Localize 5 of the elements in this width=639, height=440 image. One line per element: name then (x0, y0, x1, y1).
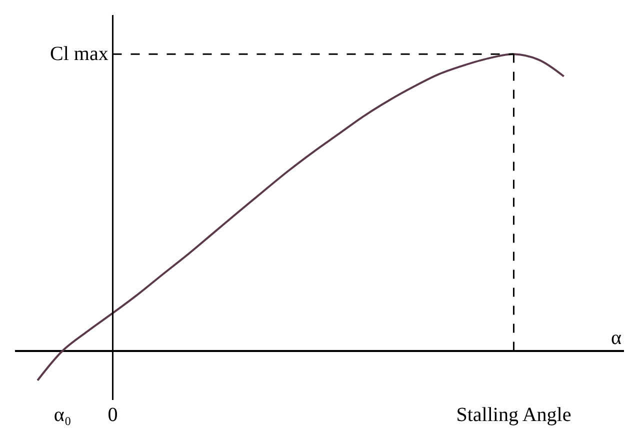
x-tick-label: 0 (108, 404, 118, 426)
ref-line-label: Cl max (50, 43, 108, 65)
x-tick-label: Stalling Angle (456, 404, 572, 426)
x-tick-label: α₀ (54, 404, 72, 426)
x-axis-title: α (611, 327, 622, 349)
